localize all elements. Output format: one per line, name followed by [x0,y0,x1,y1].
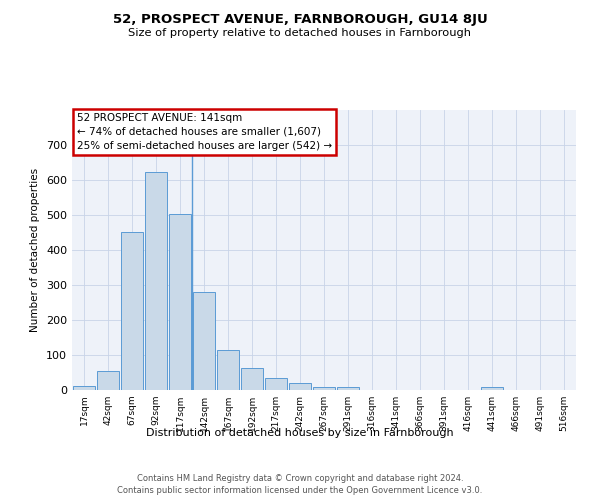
Text: Size of property relative to detached houses in Farnborough: Size of property relative to detached ho… [128,28,472,38]
Bar [73,386,95,390]
Bar [217,350,239,390]
Text: 52 PROSPECT AVENUE: 141sqm
← 74% of detached houses are smaller (1,607)
25% of s: 52 PROSPECT AVENUE: 141sqm ← 74% of deta… [77,113,332,151]
Bar [97,371,119,390]
Bar [121,232,143,390]
Bar [193,292,215,390]
Y-axis label: Number of detached properties: Number of detached properties [31,168,40,332]
Text: Distribution of detached houses by size in Farnborough: Distribution of detached houses by size … [146,428,454,438]
Bar [241,368,263,390]
Bar [145,172,167,390]
Bar [313,386,335,390]
Bar [169,214,191,390]
Bar [289,383,311,390]
Text: 52, PROSPECT AVENUE, FARNBOROUGH, GU14 8JU: 52, PROSPECT AVENUE, FARNBOROUGH, GU14 8… [113,12,487,26]
Bar [265,378,287,390]
Text: Contains HM Land Registry data © Crown copyright and database right 2024.
Contai: Contains HM Land Registry data © Crown c… [118,474,482,495]
Bar [481,387,503,390]
Bar [337,387,359,390]
